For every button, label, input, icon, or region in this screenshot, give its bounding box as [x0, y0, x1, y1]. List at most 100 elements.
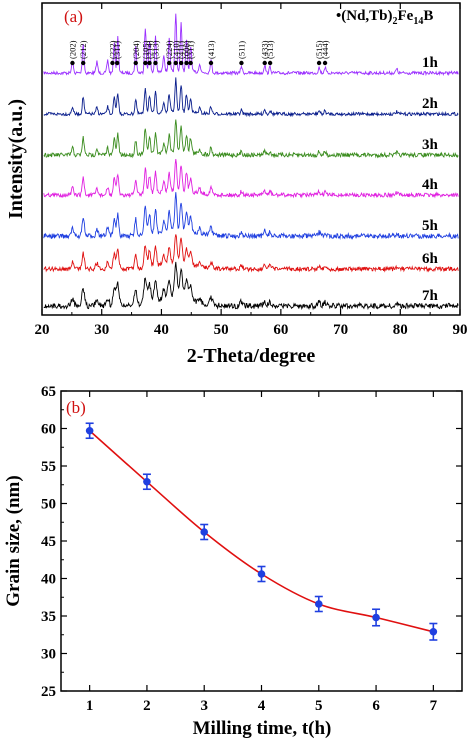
- grain-x-tick-label: 4: [258, 698, 266, 714]
- peak-marker-dot: [262, 60, 267, 66]
- legend-prefix: •(Nd,Tb): [336, 8, 393, 24]
- xrd-trace-7h: [43, 261, 459, 311]
- xrd-trace-2h: [43, 77, 459, 118]
- grain-y-tick-label: 65: [41, 384, 56, 400]
- panel-label-a: (a): [64, 7, 83, 26]
- xrd-trace-4h: [43, 158, 459, 199]
- legend-suffix: B: [423, 8, 433, 24]
- peak-marker-dot: [188, 60, 193, 66]
- peak-marker-dot: [143, 60, 148, 66]
- peak-hkl-label: (313): [150, 40, 160, 59]
- grain-y-tick-label: 55: [41, 459, 56, 475]
- trace-label-1h: 1h: [422, 55, 439, 71]
- peak-marker-dot: [166, 60, 172, 66]
- xrd-legend: •(Nd,Tb)2Fe14B: [336, 8, 433, 27]
- xrd-x-tick-label: 30: [94, 322, 109, 338]
- xrd-x-tick-label: 40: [154, 322, 169, 338]
- xrd-x-tick-label: 50: [214, 322, 229, 338]
- trace-label-5h: 5h: [422, 218, 439, 234]
- legend-sub-2: 14: [413, 16, 423, 27]
- grain-y-tick-label: 40: [41, 572, 56, 588]
- peak-marker-dot: [81, 60, 86, 66]
- peak-marker-dot: [316, 60, 322, 66]
- peak-hkl-label: (202): [67, 40, 77, 59]
- peak-hkl-label: (006): [182, 40, 192, 59]
- peak-marker-dot: [70, 60, 75, 66]
- peak-marker-dot: [322, 60, 328, 66]
- grain-x-tick-label: 6: [372, 698, 380, 714]
- peak-hkl-label: (515): [314, 40, 324, 59]
- xrd-x-axis-title: 2-Theta/degree: [187, 345, 316, 367]
- grain-fit-line: [89, 430, 434, 633]
- peak-marker-dot: [208, 60, 214, 66]
- peak-hkl-label: (224): [164, 40, 174, 59]
- grain-x-tick-label: 7: [430, 698, 438, 714]
- grain-y-tick-label: 60: [41, 422, 56, 438]
- grain-y-axis-title: Grain size, (nm): [3, 475, 24, 606]
- peak-hkl-label: (212): [78, 40, 88, 59]
- peak-markers: (202) (212) (222)(311) (204) (105)(214)(313)…: [67, 40, 330, 66]
- peak-marker-dot: [239, 60, 244, 66]
- xrd-x-axis: 20 30 40 50 60 70 80 90: [35, 3, 468, 338]
- grain-data-point: [314, 600, 323, 608]
- panel-label-b: (b): [66, 398, 86, 417]
- grain-y-tick-label: 25: [41, 684, 56, 700]
- xrd-traces: [43, 13, 459, 311]
- xrd-x-tick-label: 20: [35, 322, 50, 338]
- peak-hkl-label: (433): [260, 40, 270, 59]
- xrd-trace-5h: [43, 192, 459, 240]
- grain-x-tick-label: 5: [315, 698, 323, 714]
- peak-hkl-label: (410): [171, 40, 181, 59]
- grain-data-point: [257, 570, 266, 578]
- peak-hkl-label: (214): [144, 40, 154, 59]
- grain-data-point: [429, 627, 438, 636]
- peak-marker-dot: [153, 60, 158, 66]
- peak-hkl-label: (204): [131, 40, 141, 59]
- peak-marker-dot: [147, 60, 152, 66]
- peak-marker-dot: [133, 60, 138, 66]
- grain-y-tick-label: 45: [41, 534, 56, 550]
- peak-marker-dot: [173, 60, 178, 66]
- trace-label-4h: 4h: [422, 177, 439, 193]
- xrd-x-tick-label: 90: [453, 322, 468, 338]
- xrd-x-tick-label: 70: [333, 322, 348, 338]
- xrd-x-tick-label: 80: [393, 322, 408, 338]
- legend-sub-1: 2: [393, 16, 398, 27]
- grain-y-tick-label: 35: [41, 609, 56, 625]
- trace-label-6h: 6h: [422, 251, 439, 267]
- grain-y-tick-label: 30: [41, 647, 56, 663]
- peak-hkl-label: (444): [320, 40, 330, 59]
- trace-labels: 1h 2h 3h 4h 5h 6h 7h: [422, 55, 439, 304]
- peak-hkl-label: (513): [265, 40, 275, 59]
- grain-x-tick-label: 3: [200, 698, 208, 714]
- peak-hkl-label: (411): [176, 41, 186, 59]
- grain-data-point: [372, 613, 380, 622]
- peak-hkl-label: (511): [236, 41, 246, 59]
- grain-y-tick-label: 50: [41, 497, 56, 513]
- xrd-panel: (202) (212) (222)(311) (204) (105)(214)(313)…: [5, 2, 468, 367]
- xrd-trace-3h: [43, 119, 459, 159]
- legend-mid: Fe: [398, 8, 414, 24]
- peak-hkl-label: (222): [107, 40, 117, 59]
- trace-label-7h: 7h: [422, 288, 439, 304]
- grain-x-axis-title: Milling time, t(h): [193, 718, 332, 739]
- peak-marker-dot: [178, 60, 184, 66]
- grain-data-point: [85, 426, 94, 435]
- peak-hkl-label: (311): [112, 41, 122, 59]
- grain-x-tick-label: 1: [86, 698, 94, 714]
- peak-marker-dot: [267, 60, 273, 66]
- grain-plot-frame: [60, 390, 463, 692]
- grain-data-point: [143, 477, 151, 486]
- trace-label-3h: 3h: [422, 137, 439, 153]
- xrd-y-axis-title: Intensity(a.u.): [5, 99, 27, 219]
- peak-marker-dot: [184, 60, 189, 66]
- peak-hkl-label: (105): [140, 40, 150, 59]
- peak-marker-dot: [115, 60, 120, 66]
- peak-hkl-label: (413): [206, 40, 216, 59]
- legend-entry-phase: •(Nd,Tb)2Fe14B: [336, 8, 433, 27]
- grain-data-point: [200, 528, 209, 536]
- peak-marker-dot: [110, 60, 115, 66]
